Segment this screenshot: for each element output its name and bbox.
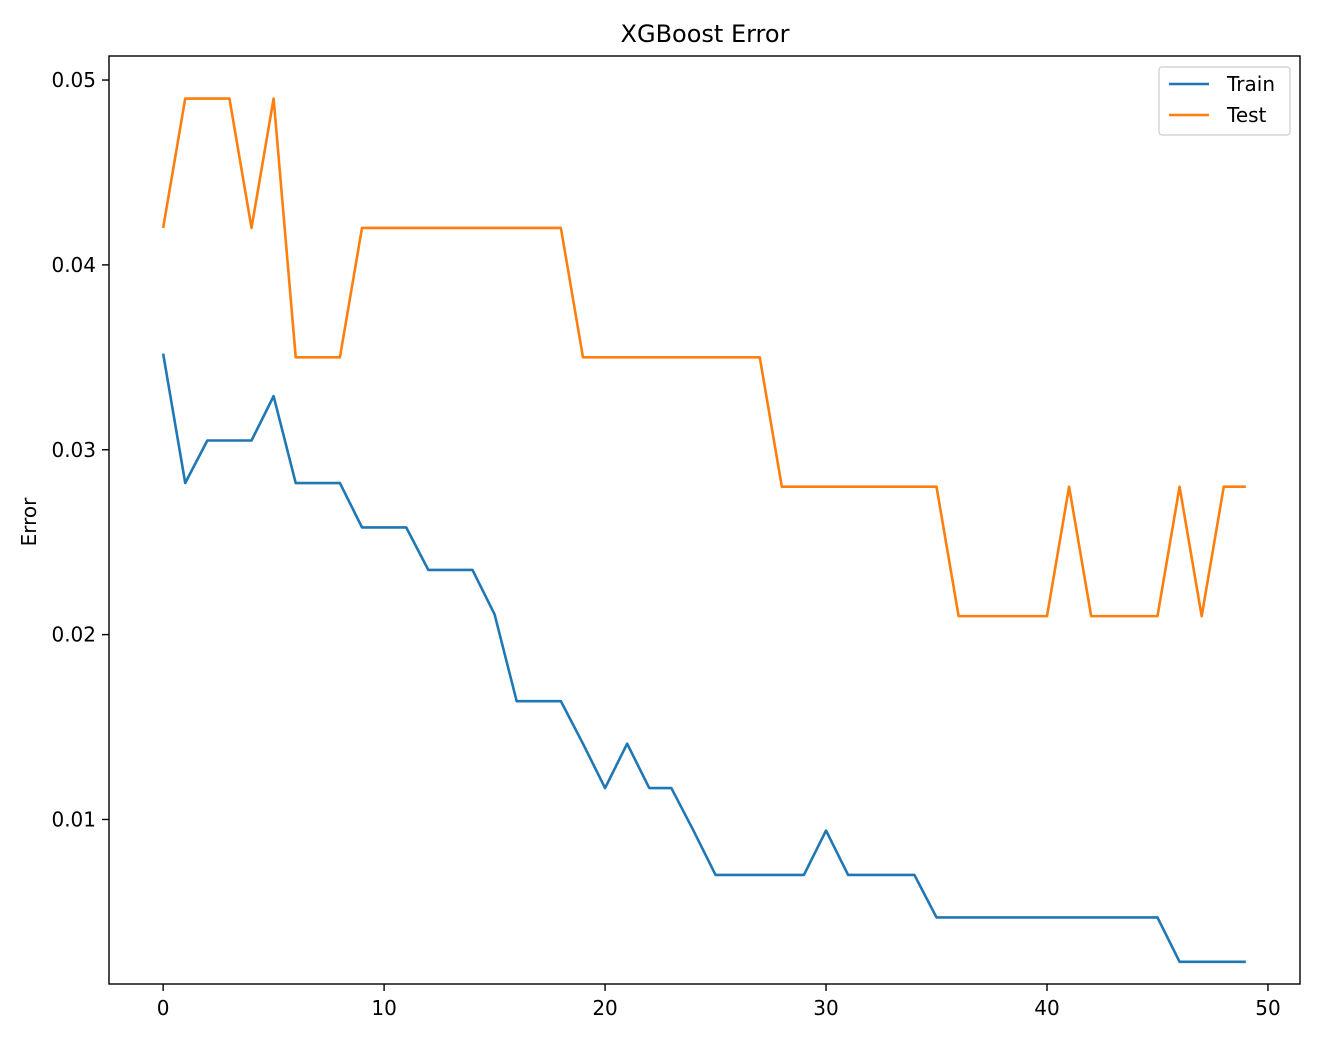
legend-label-test: Test (1226, 103, 1267, 127)
x-tick-label: 40 (1034, 996, 1059, 1020)
y-axis-label: Error (17, 497, 41, 547)
y-tick-label: 0.02 (51, 623, 96, 647)
x-tick-label: 30 (813, 996, 838, 1020)
y-tick-label: 0.04 (51, 253, 96, 277)
y-axis: 0.01 0.02 0.03 0.04 0.05 (51, 68, 109, 831)
y-tick-label: 0.05 (51, 68, 96, 92)
series-line-test (161, 97, 1246, 618)
legend-label-train: Train (1226, 72, 1275, 96)
x-tick-label: 0 (157, 996, 170, 1020)
y-tick-label: 0.01 (51, 807, 96, 831)
y-tick-label: 0.03 (51, 438, 96, 462)
series-line-train (161, 353, 1246, 964)
x-tick-label: 50 (1255, 996, 1280, 1020)
plot-frame (108, 55, 1301, 985)
plot-area (161, 97, 1246, 964)
x-tick-label: 10 (371, 996, 396, 1020)
x-axis: 0 10 20 30 40 50 (157, 984, 1281, 1020)
x-tick-label: 20 (592, 996, 617, 1020)
chart-title: XGBoost Error (621, 20, 790, 48)
legend: Train Test (1158, 66, 1291, 136)
